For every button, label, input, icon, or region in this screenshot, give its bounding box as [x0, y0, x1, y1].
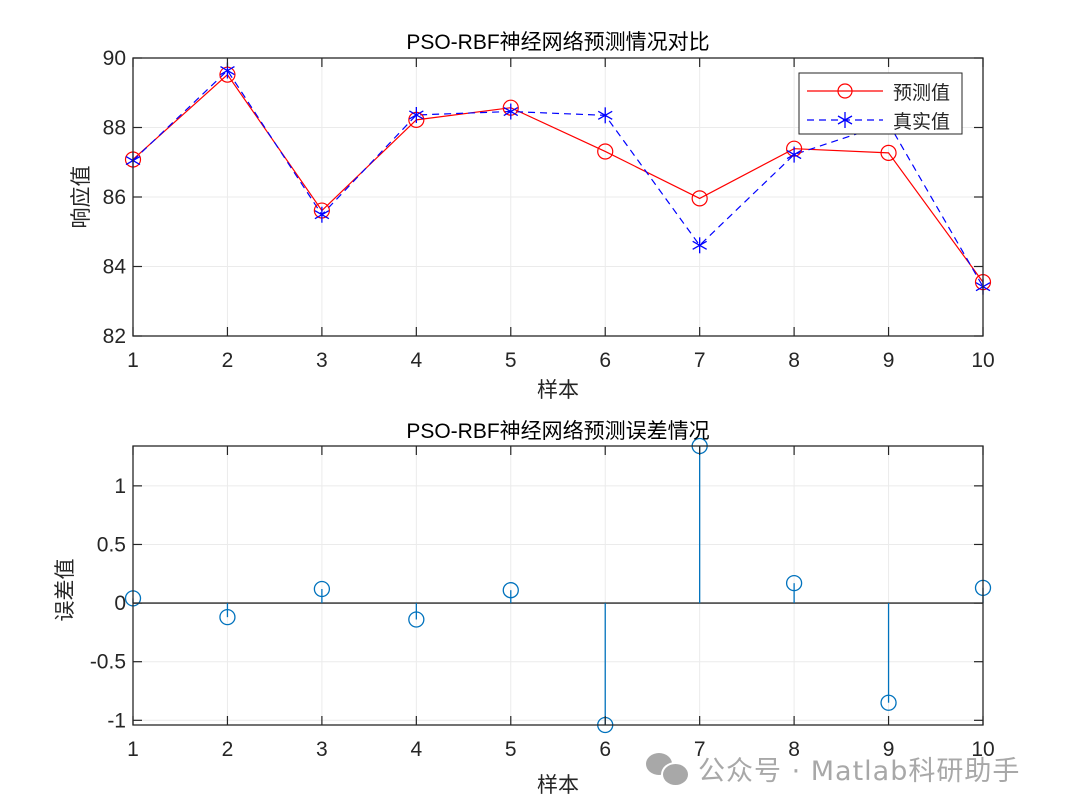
legend-asterisk-marker-icon — [837, 112, 853, 128]
top-ylabel: 响应值 — [70, 166, 93, 229]
x-tick-label: 4 — [410, 738, 422, 761]
x-tick-label: 9 — [883, 349, 895, 372]
x-tick-label: 9 — [883, 738, 895, 761]
asterisk-marker-icon — [786, 146, 802, 163]
asterisk-marker-icon — [409, 106, 424, 123]
y-tick-label: 90 — [103, 47, 126, 70]
asterisk-marker-icon — [503, 103, 519, 120]
bottom-axes: 1 2 3 4 5 6 7 8 9 10 -1 -0.5 0 0.5 1 PSO-RBF神经网络预测误差情况… — [54, 420, 995, 797]
x-tick-label: 5 — [505, 738, 517, 761]
x-tick-label: 3 — [316, 349, 328, 372]
legend-label-actual: 真实值 — [893, 111, 950, 133]
circle-marker-icon — [597, 143, 614, 160]
circle-marker-icon — [880, 144, 897, 161]
y-tick-label: 0.5 — [97, 533, 126, 556]
x-tick-label: 7 — [694, 349, 706, 372]
x-tick-label: 10 — [971, 349, 994, 372]
x-tick-label: 2 — [222, 349, 234, 372]
top-title: PSO-RBF神经网络预测情况对比 — [406, 31, 709, 54]
stem-circle-marker-icon — [785, 575, 803, 592]
bottom-ticks: 1 2 3 4 5 6 7 8 9 10 -1 -0.5 0 0.5 1 — [90, 446, 995, 761]
y-tick-label: 84 — [103, 256, 127, 279]
stem-circle-marker-icon — [880, 694, 897, 711]
bottom-title: PSO-RBF神经网络预测误差情况 — [406, 420, 709, 443]
stem-circle-marker-icon — [219, 609, 236, 626]
x-tick-label: 8 — [788, 349, 800, 372]
top-ticks: 1 2 3 4 5 6 7 8 9 10 82 84 86 88 90 — [103, 47, 995, 372]
asterisk-marker-icon — [597, 107, 613, 124]
bottom-ylabel: 误差值 — [54, 559, 77, 622]
circle-marker-icon — [691, 190, 708, 207]
x-tick-label: 1 — [127, 349, 139, 372]
watermark: 公众号 · Matlab科研助手 — [646, 750, 1021, 787]
x-tick-label: 5 — [505, 349, 517, 372]
bottom-xlabel: 样本 — [537, 774, 579, 797]
x-tick-label: 1 — [127, 738, 139, 761]
y-tick-label: 1 — [114, 475, 126, 498]
x-tick-label: 3 — [316, 738, 328, 761]
asterisk-marker-icon — [314, 206, 330, 223]
legend-label-predicted: 预测值 — [893, 82, 950, 104]
x-tick-label: 10 — [971, 738, 994, 761]
y-tick-label: 88 — [103, 117, 126, 140]
legend[interactable]: 预测值 真实值 — [798, 72, 963, 135]
x-tick-label: 6 — [599, 738, 611, 761]
y-tick-label: 82 — [103, 325, 126, 348]
asterisk-marker-icon — [692, 237, 707, 254]
watermark-text: 公众号 · Matlab科研助手 — [698, 755, 1021, 787]
y-tick-label: 0 — [114, 592, 126, 615]
x-tick-label: 2 — [222, 738, 234, 761]
wechat-icon — [646, 751, 690, 787]
x-tick-label: 8 — [788, 738, 800, 761]
top-xlabel: 样本 — [537, 379, 579, 402]
y-tick-label: -0.5 — [90, 651, 126, 674]
x-tick-label: 6 — [599, 349, 611, 372]
stem-circle-marker-icon — [408, 611, 425, 628]
y-tick-label: 86 — [103, 186, 126, 209]
legend-circle-marker-icon — [837, 83, 853, 99]
stem-circle-marker-icon — [502, 582, 519, 599]
x-tick-label: 4 — [410, 349, 422, 372]
x-tick-label: 7 — [694, 738, 706, 761]
stem-circle-marker-icon — [313, 580, 331, 598]
y-tick-label: -1 — [107, 709, 126, 732]
